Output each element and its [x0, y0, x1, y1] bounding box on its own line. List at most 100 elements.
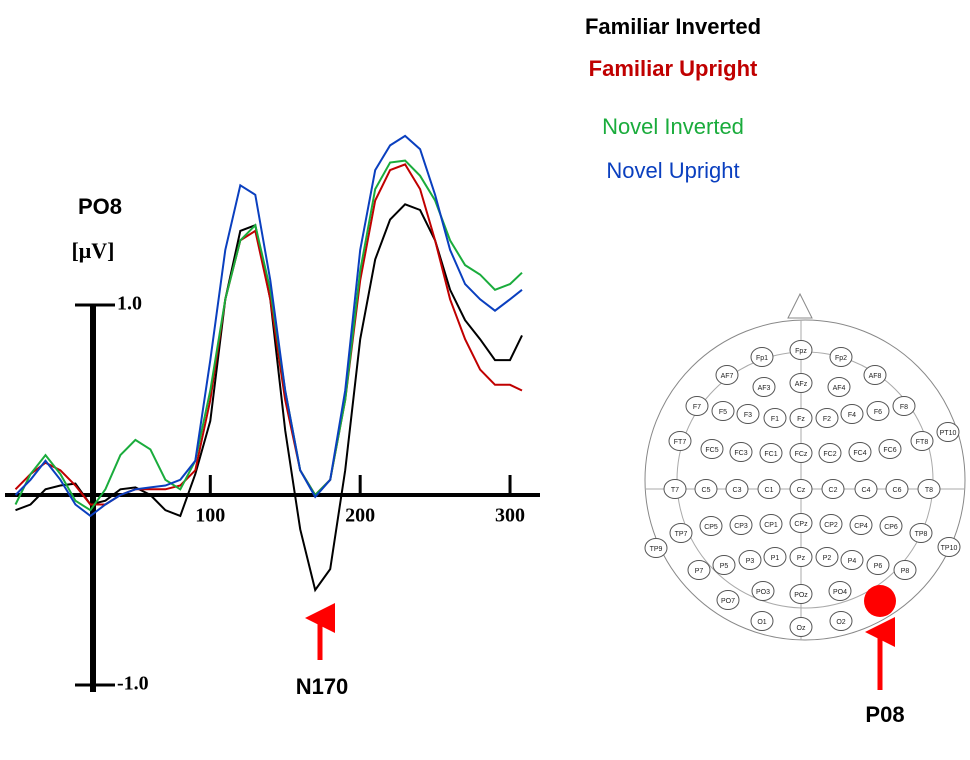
electrode-label: Fp2: [835, 355, 847, 362]
electrode-label: F2: [823, 416, 831, 423]
electrode: [716, 590, 740, 610]
electrode: [763, 547, 787, 567]
electrode-label: Fp1: [756, 355, 768, 362]
electrode: [750, 347, 774, 367]
electrode: [729, 515, 753, 535]
electrode: [757, 479, 781, 499]
electrode: [866, 401, 890, 421]
channel-label: PO8: [78, 194, 122, 219]
electrode-label: C2: [829, 487, 838, 494]
electrode-label: C6: [893, 487, 902, 494]
electrode: [685, 396, 709, 416]
y-tick-label: 1.0: [117, 293, 142, 315]
electrode-label: P3: [746, 558, 755, 565]
x-tick-label: 200: [345, 505, 375, 527]
electrode-label: C5: [702, 487, 711, 494]
electrode-label: AF8: [869, 373, 882, 380]
electrode-label: C1: [765, 487, 774, 494]
electrode: [848, 442, 872, 462]
electrode-label: TP8: [915, 531, 928, 538]
electrode-label: CP2: [824, 522, 838, 529]
electrode: [828, 581, 852, 601]
electrode-label: P8: [901, 568, 910, 575]
electrode: [751, 581, 775, 601]
electrode: [892, 396, 916, 416]
electrode: [789, 584, 813, 604]
x-tick-label: 300: [495, 505, 525, 527]
electrode: [663, 479, 687, 499]
electrode-label: P7: [695, 568, 704, 575]
electrode: [789, 340, 813, 360]
electrode: [644, 538, 668, 558]
electrode: [789, 408, 813, 428]
electrode: [893, 560, 917, 580]
electrode-label: O2: [836, 619, 845, 626]
electrode-label: FT7: [674, 439, 687, 446]
highlight-electrode: [864, 585, 896, 617]
electrode-label: FC2: [823, 451, 836, 458]
electrode: [759, 443, 783, 463]
electrode: [819, 514, 843, 534]
electrode-label: Fpz: [795, 348, 807, 355]
electrode-label: F4: [848, 412, 856, 419]
electrode-label: CPz: [794, 521, 808, 528]
electrode: [854, 479, 878, 499]
electrode-label: P6: [874, 563, 883, 570]
electrode: [712, 555, 736, 575]
electrode: [866, 555, 890, 575]
electrode: [936, 422, 960, 442]
electrode-label: P1: [771, 555, 780, 562]
electrode: [829, 347, 853, 367]
electrode-label: F7: [693, 404, 701, 411]
electrode: [849, 515, 873, 535]
electrode-label: O1: [757, 619, 766, 626]
annotation: N170: [296, 674, 349, 699]
electrode-label: FC4: [853, 450, 866, 457]
electrode-label: P2: [823, 555, 832, 562]
electrode: [700, 439, 724, 459]
electrode-label: CP1: [764, 522, 778, 529]
electrode: [736, 404, 760, 424]
head-map: Fp1 Fpz Fp2 AF7 AF3 AFz AF4 AF8 F7 F5 F3 F1 Fz F2 F4 F6…: [644, 292, 966, 641]
electrode-label: T8: [925, 487, 933, 494]
electrode-label: CP3: [734, 523, 748, 530]
electrode-label: FC6: [883, 447, 896, 454]
electrode: [878, 439, 902, 459]
electrode-label: P5: [720, 563, 729, 570]
electrode-label: Oz: [797, 625, 806, 632]
electrode: [789, 479, 813, 499]
electrode-label: F3: [744, 412, 752, 419]
electrode: [910, 431, 934, 451]
electrode: [818, 443, 842, 463]
head-outline: [644, 319, 966, 641]
electrode-label: AF7: [721, 373, 734, 380]
electrode: [687, 560, 711, 580]
legend-label: Familiar Upright: [589, 56, 758, 81]
electrode: [750, 611, 774, 631]
electrode-label: PO4: [833, 589, 847, 596]
electrode-label: AF4: [833, 385, 846, 392]
electrode-label: FT8: [916, 439, 929, 446]
electrode-label: Cz: [797, 487, 806, 494]
x-tick-label: 100: [195, 505, 225, 527]
electrode-label: CP5: [704, 524, 718, 531]
electrode: [840, 404, 864, 424]
electrode-label: C3: [733, 487, 742, 494]
electrode: [789, 443, 813, 463]
electrode: [829, 611, 853, 631]
electrode: [937, 537, 961, 557]
electrode-label: F1: [771, 416, 779, 423]
electrode: [711, 401, 735, 421]
electrode: [763, 408, 787, 428]
electrode-label: Fz: [797, 416, 805, 423]
electrode-label: TP7: [675, 531, 688, 538]
electrode: [668, 431, 692, 451]
electrode: [789, 547, 813, 567]
electrode-label: T7: [671, 487, 679, 494]
electrode-label: TP9: [650, 546, 663, 553]
electrode-label: CP6: [884, 524, 898, 531]
electrode-label: TP10: [941, 545, 958, 552]
electrode: [789, 513, 813, 533]
electrode-label: F5: [719, 409, 727, 416]
electrode: [815, 408, 839, 428]
